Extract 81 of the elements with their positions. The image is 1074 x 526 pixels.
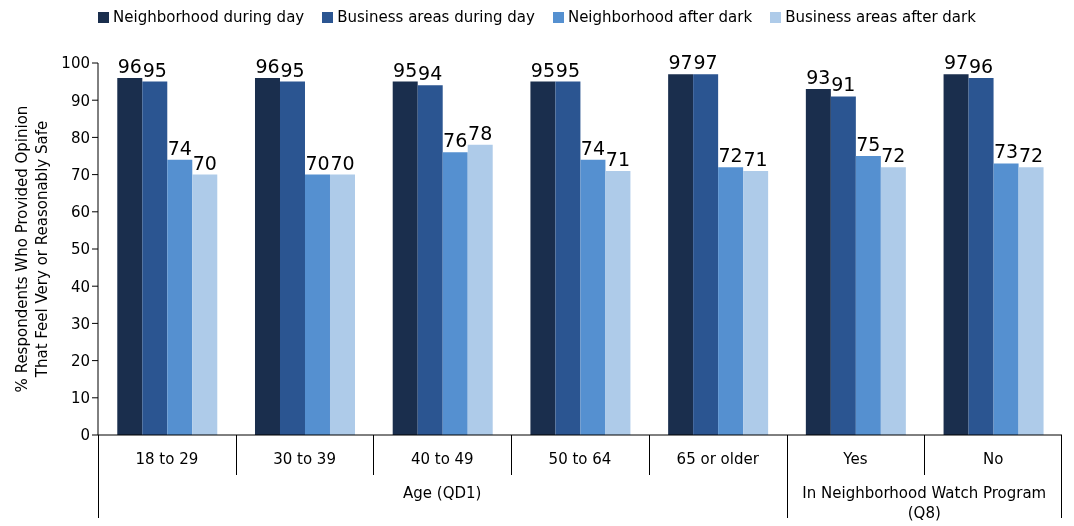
data-label: 71 xyxy=(605,147,631,170)
data-label: 97 xyxy=(693,51,718,74)
y-tick-label: 30 xyxy=(70,314,90,333)
bar xyxy=(167,159,193,435)
bar xyxy=(743,170,769,435)
data-label: 72 xyxy=(881,144,906,167)
data-label: 95 xyxy=(530,58,556,81)
y-tick-label: 0 xyxy=(80,426,90,445)
data-label: 94 xyxy=(418,62,443,85)
data-label: 72 xyxy=(718,144,743,167)
data-label: 96 xyxy=(255,54,280,77)
legend-label: Business areas after dark xyxy=(785,8,976,26)
y-axis-title: % Respondents Who Provided Opinion That Feel Very or Reasonably Safe xyxy=(12,105,52,393)
y-tick-label: 20 xyxy=(70,351,90,370)
x-tick-label: 50 to 64 xyxy=(548,449,612,468)
data-label: 97 xyxy=(668,51,693,74)
data-label: 76 xyxy=(443,129,468,152)
x-tick-label: No xyxy=(982,449,1004,468)
x-tick-label: 65 or older xyxy=(676,449,760,468)
data-label: 74 xyxy=(580,136,606,159)
data-label: 74 xyxy=(167,136,192,159)
data-label: 91 xyxy=(831,73,856,96)
bar xyxy=(279,81,305,435)
y-tick-label: 70 xyxy=(70,165,90,184)
bar xyxy=(117,77,143,435)
bar xyxy=(192,174,218,435)
legend-label: Neighborhood during day xyxy=(113,8,305,26)
text: Age (QD1) xyxy=(402,483,483,503)
data-label: 73 xyxy=(993,140,1019,163)
bar xyxy=(304,174,330,435)
bar xyxy=(467,144,493,435)
data-label: 70 xyxy=(330,151,355,174)
bar xyxy=(855,156,881,435)
y-tick-label: 10 xyxy=(70,389,90,408)
text: In Neighborhood Watch Program (Q8) xyxy=(801,483,1048,523)
bar xyxy=(254,77,280,435)
data-label: 95 xyxy=(280,58,305,81)
y-tick-label: 90 xyxy=(70,91,90,110)
data-label: 71 xyxy=(743,147,768,170)
data-label: 72 xyxy=(1018,144,1044,167)
bar xyxy=(880,167,906,435)
y-tick-label: 40 xyxy=(70,277,90,296)
data-label: 95 xyxy=(555,58,581,81)
legend-label: Neighborhood after dark xyxy=(567,8,753,26)
data-label: 95 xyxy=(142,58,167,81)
data-label: 96 xyxy=(968,54,994,77)
bar xyxy=(605,170,631,435)
data-label: 75 xyxy=(856,133,881,155)
bar xyxy=(555,81,581,435)
legend-label: Business areas during day xyxy=(337,8,535,26)
bar xyxy=(830,96,856,435)
bar xyxy=(580,159,606,435)
bar xyxy=(530,81,556,435)
x-tick-label: Yes xyxy=(842,449,868,468)
data-label: 93 xyxy=(806,66,831,89)
bar xyxy=(693,74,719,435)
bar xyxy=(943,74,969,435)
bar xyxy=(442,152,468,435)
data-label: 97 xyxy=(943,51,969,74)
bar xyxy=(142,81,168,435)
y-tick-label: 50 xyxy=(70,240,90,259)
bar xyxy=(1018,167,1044,435)
x-tick-label: 40 to 49 xyxy=(410,449,474,468)
data-label: 70 xyxy=(192,151,217,174)
bar xyxy=(718,167,744,435)
y-tick-label: 60 xyxy=(70,203,90,222)
bar xyxy=(392,81,418,435)
data-label: 96 xyxy=(117,54,142,77)
y-tick-label: 100 xyxy=(61,54,90,73)
y-tick-label: 80 xyxy=(70,128,90,147)
bar xyxy=(805,89,831,435)
x-tick-label: 30 to 39 xyxy=(273,449,336,468)
data-label: 95 xyxy=(393,58,418,81)
bar xyxy=(668,74,694,435)
data-label: 78 xyxy=(468,121,493,144)
data-label: 70 xyxy=(305,151,330,174)
bar xyxy=(329,174,355,435)
bar xyxy=(968,77,994,435)
bar xyxy=(417,85,443,435)
x-tick-label: 18 to 29 xyxy=(135,449,199,468)
bar xyxy=(993,163,1019,435)
